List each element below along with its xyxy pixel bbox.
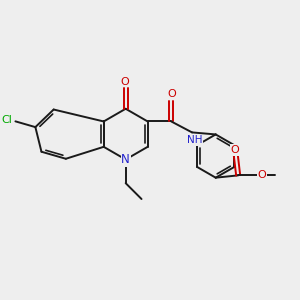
Text: O: O xyxy=(120,77,129,87)
Text: N: N xyxy=(121,153,130,166)
Text: NH: NH xyxy=(187,136,202,146)
Text: O: O xyxy=(230,145,239,155)
Text: O: O xyxy=(167,89,176,99)
Text: Cl: Cl xyxy=(2,115,13,125)
Text: O: O xyxy=(258,169,266,179)
